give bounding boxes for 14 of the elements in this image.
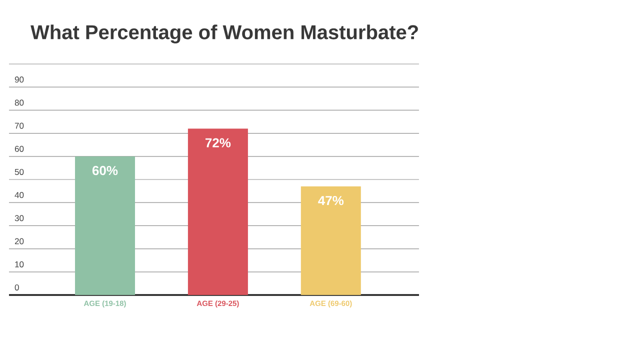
chart-title: What Percentage of Women Masturbate? bbox=[30, 24, 418, 44]
data-label: 60% bbox=[92, 166, 118, 176]
y-tick-label: 20 bbox=[14, 238, 24, 244]
y-tick-label: 30 bbox=[14, 215, 24, 222]
y-tick-label: 40 bbox=[14, 192, 24, 198]
y-tick-label: 80 bbox=[14, 100, 24, 106]
y-tick-label: 90 bbox=[14, 76, 24, 83]
y-tick-label: 50 bbox=[14, 168, 24, 175]
y-tick-label: 60 bbox=[14, 146, 24, 152]
y-tick-label: 10 bbox=[15, 261, 24, 268]
y-tick-label: 70 bbox=[14, 122, 24, 129]
y-tick-label: 0 bbox=[14, 284, 19, 290]
data-label: 72% bbox=[206, 138, 231, 148]
data-label: 47% bbox=[318, 196, 344, 206]
